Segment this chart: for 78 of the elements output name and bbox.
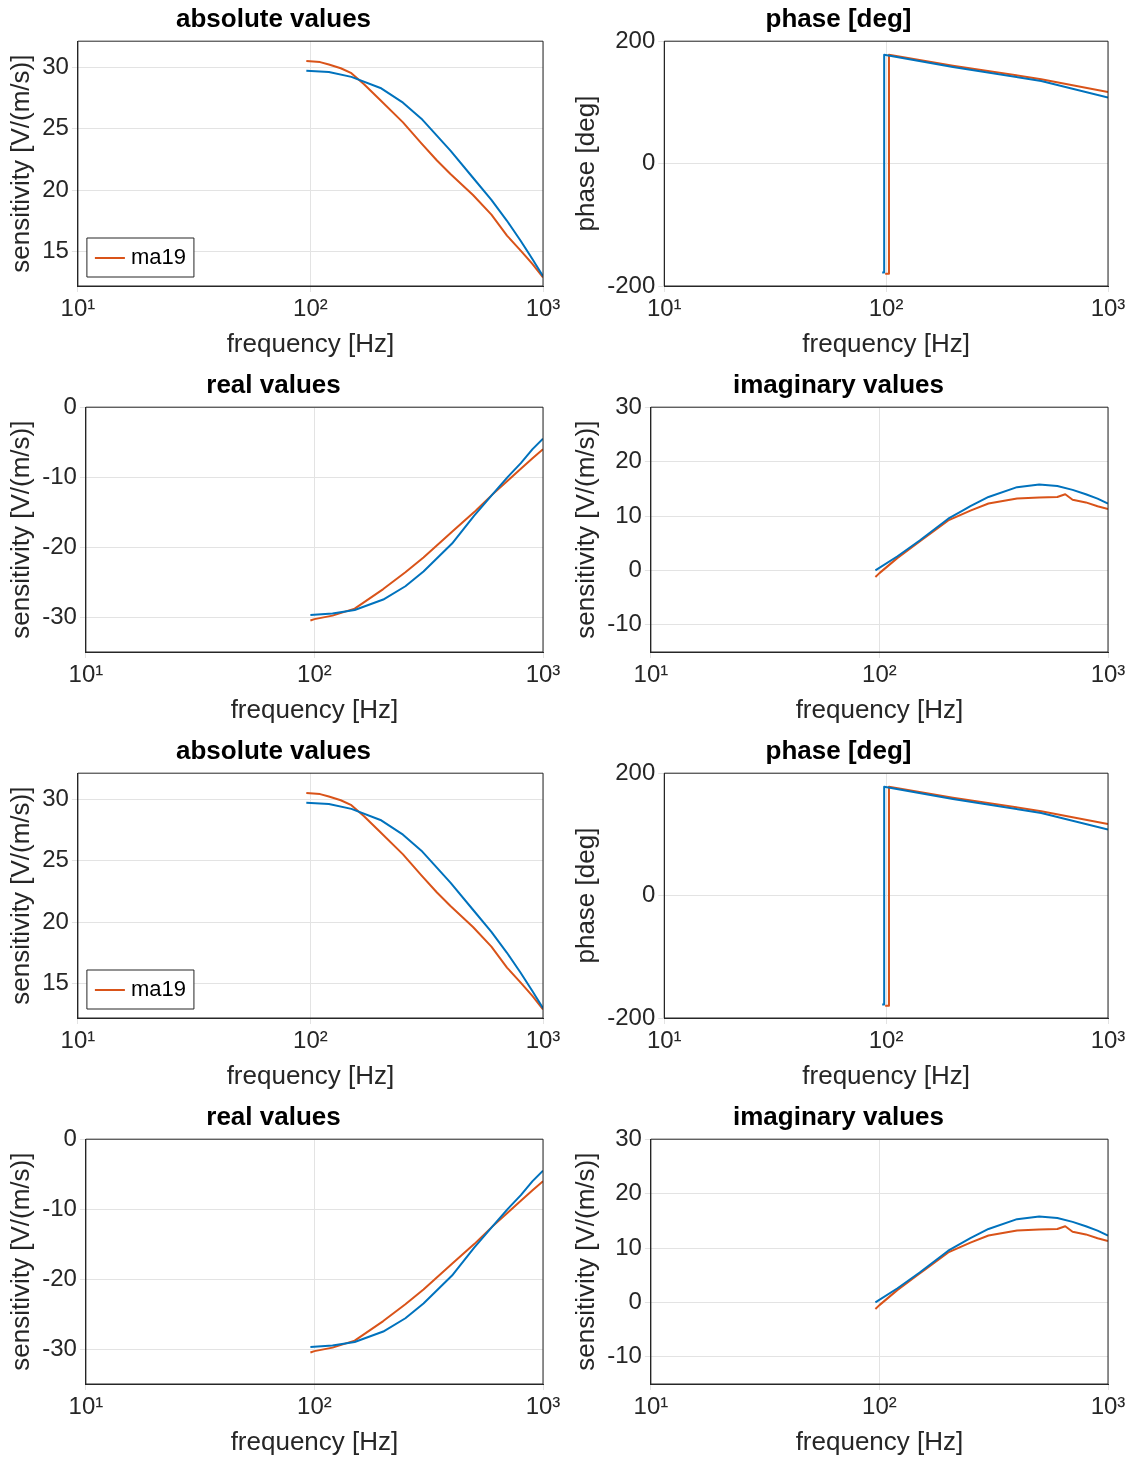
x-tick-label: 10² [293,1026,328,1054]
y-tick-label: 30 [615,391,642,419]
x-tick-label: 10³ [525,660,561,688]
chart-title: absolute values [175,2,372,33]
chart-title: imaginary values [733,1100,944,1131]
chart-title: real values [206,1100,341,1131]
y-tick-label: -10 [42,461,77,489]
y-tick-label: 0 [63,391,77,419]
y-tick-label: 20 [615,446,642,474]
x-tick-label: 10² [868,294,904,322]
x-axis-title: frequency [Hz] [230,693,399,724]
y-tick-label: 10 [615,1232,642,1260]
x-tick-label: 10³ [1090,660,1126,688]
x-tick-label: 10¹ [633,1392,669,1420]
x-tick-label: 10¹ [68,1392,104,1420]
x-tick-label: 10³ [1090,294,1126,322]
x-tick-label: 10¹ [633,660,669,688]
legend-label: ma19 [130,976,186,1002]
y-tick-label: 10 [615,500,642,528]
y-tick-label: 0 [63,1123,77,1151]
y-tick-label: -10 [607,1341,642,1369]
x-tick-label: 10² [862,660,897,688]
chart-title: phase [deg] [765,2,912,33]
x-axis-title: frequency [Hz] [795,1425,964,1456]
y-tick-label: 0 [641,880,656,908]
y-axis-title: sensitivity [V/(m/s)] [4,1152,35,1371]
x-tick-label: 10¹ [60,1026,96,1054]
y-tick-label: 0 [628,1287,642,1315]
x-axis-title: frequency [Hz] [802,1059,970,1090]
x-axis-title: frequency [Hz] [802,327,970,358]
x-axis-title: frequency [Hz] [795,693,964,724]
y-tick-label: 25 [42,845,69,873]
x-tick-label: 10³ [525,1392,561,1420]
y-tick-label: 0 [628,555,642,583]
y-tick-label: 30 [42,51,69,79]
x-tick-label: 10³ [1090,1026,1126,1054]
y-tick-label: -10 [42,1193,77,1221]
y-tick-label: 15 [42,236,69,264]
x-tick-label: 10¹ [60,294,96,322]
y-tick-label: 15 [42,968,69,996]
x-axis-title: frequency [Hz] [226,327,395,358]
y-axis-title: sensitivity [V/(m/s)] [4,786,35,1005]
y-tick-label: -30 [42,1333,77,1361]
x-tick-label: 10¹ [68,660,104,688]
y-tick-label: 20 [42,174,69,202]
x-axis-title: frequency [Hz] [226,1059,395,1090]
y-tick-label: 200 [615,757,656,785]
y-axis-title: phase [deg] [569,827,600,964]
legend-label: ma19 [130,244,186,270]
y-tick-label: 20 [615,1178,642,1206]
y-tick-label: -30 [42,601,77,629]
x-tick-label: 10² [293,294,328,322]
y-tick-label: 0 [641,148,656,176]
x-tick-label: 10² [297,660,332,688]
y-tick-label: 25 [42,113,69,141]
y-axis-title: phase [deg] [569,95,600,232]
y-tick-label: 30 [615,1123,642,1151]
x-tick-label: 10² [868,1026,904,1054]
y-tick-label: -20 [42,1263,77,1291]
y-tick-label: -10 [607,609,642,637]
chart-title: imaginary values [733,368,944,399]
chart-title: absolute values [175,734,372,765]
x-tick-label: 10² [297,1392,332,1420]
x-tick-label: 10³ [1090,1392,1126,1420]
y-axis-title: sensitivity [V/(m/s)] [569,420,600,639]
x-tick-label: 10³ [525,294,561,322]
y-tick-label: 20 [42,906,69,934]
chart-title: phase [deg] [765,734,912,765]
x-tick-label: 10² [862,1392,897,1420]
y-axis-title: sensitivity [V/(m/s)] [4,54,35,273]
y-tick-label: 200 [615,25,656,53]
chart-title: real values [206,368,341,399]
y-tick-label: 30 [42,783,69,811]
y-axis-title: sensitivity [V/(m/s)] [4,420,35,639]
x-tick-label: 10³ [525,1026,561,1054]
y-tick-label: -20 [42,531,77,559]
y-axis-title: sensitivity [V/(m/s)] [569,1152,600,1371]
x-axis-title: frequency [Hz] [230,1425,399,1456]
